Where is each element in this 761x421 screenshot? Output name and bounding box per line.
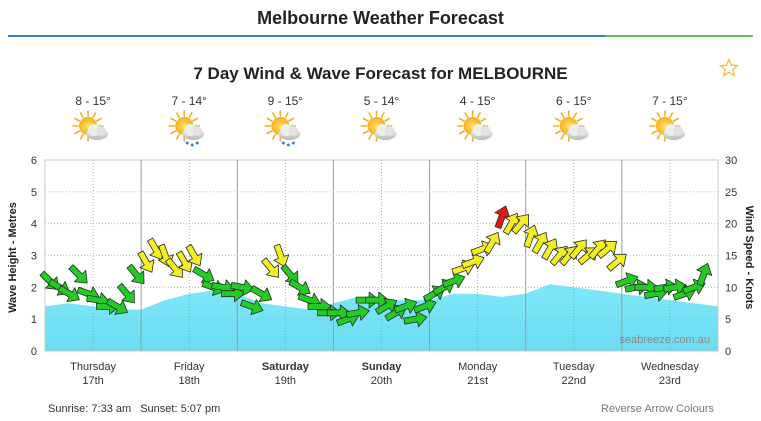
chart-watermark: seabreeze.com.au [620, 334, 711, 346]
wind-arrow [403, 310, 428, 328]
day-name-label: Tuesday [553, 361, 595, 373]
temperature-label: 7 - 14° [171, 94, 207, 108]
wind-arrow [185, 244, 203, 267]
wind-arrow [137, 250, 155, 273]
wind-arrow [531, 232, 549, 255]
cloudy-rain-icon [168, 110, 205, 147]
wind-arrow [662, 278, 687, 296]
y-tick-label: 6 [31, 155, 37, 167]
wind-arrow [511, 214, 530, 235]
y2-tick-label: 15 [725, 251, 737, 263]
wind-arrow [441, 272, 466, 289]
day-name-label: Thursday [70, 361, 116, 373]
day-date-label: 17th [82, 375, 103, 387]
temperature-label: 8 - 15° [75, 94, 111, 108]
wind-arrow [126, 263, 145, 285]
y-tick-label: 4 [31, 219, 37, 231]
y-tick-label: 5 [31, 187, 37, 199]
y-tick-label: 0 [31, 346, 37, 358]
wind-arrow [614, 272, 639, 289]
partly-cloudy-icon [360, 110, 397, 142]
day-name-label: Wednesday [641, 361, 699, 373]
wind-arrow [57, 285, 80, 303]
partly-cloudy-icon [649, 110, 685, 142]
temperature-label: 5 - 14° [364, 94, 400, 108]
wind-arrow [461, 253, 485, 270]
wind-arrow [345, 304, 370, 321]
day-date-label: 21st [467, 375, 488, 387]
sunset-time: Sunset: 5:07 pm [140, 403, 221, 415]
temperature-label: 4 - 15° [460, 94, 496, 108]
wind-arrow [273, 243, 290, 268]
partly-cloudy-icon [72, 110, 109, 142]
wind-arrow [596, 240, 617, 259]
y2-tick-label: 25 [725, 187, 737, 199]
favourite-star-icon[interactable] [719, 58, 739, 78]
wind-arrow [230, 279, 255, 296]
partly-cloudy-icon [552, 110, 589, 142]
y-tick-label: 2 [31, 282, 37, 294]
temperature-label: 6 - 15° [556, 94, 592, 108]
chart-title: 7 Day Wind & Wave Forecast for MELBOURNE [193, 64, 568, 83]
day-name-label: Friday [174, 361, 205, 373]
reverse-arrow-colours-link[interactable]: Reverse Arrow Colours [600, 403, 714, 415]
title-divider-green [605, 35, 753, 37]
y2-tick-label: 10 [725, 282, 737, 294]
day-name-label: Monday [458, 361, 498, 373]
day-name-label: Saturday [262, 361, 310, 373]
wind-arrow [502, 212, 520, 236]
wind-arrow [606, 253, 627, 272]
wave-height-area [45, 284, 718, 351]
wind-arrow [588, 239, 606, 260]
temperature-label: 7 - 15° [652, 94, 688, 108]
wind-arrow [105, 297, 128, 315]
wind-arrow [239, 299, 264, 316]
wind-arrow [523, 224, 540, 249]
day-date-label: 18th [179, 375, 200, 387]
y2-tick-label: 0 [725, 346, 731, 358]
day-date-label: 22nd [562, 375, 586, 387]
wind-arrow [696, 262, 713, 287]
y2-axis-title: Wind Speed - Knots [743, 206, 755, 310]
wind-arrow [249, 285, 273, 303]
y-tick-label: 3 [31, 251, 37, 263]
cloudy-rain-icon [264, 110, 301, 147]
wind-arrow [413, 297, 437, 314]
sun-times: Sunrise: 7:33 am Sunset: 5:07 pm [48, 403, 226, 415]
y2-tick-label: 30 [725, 155, 737, 167]
title-divider-blue [8, 35, 605, 37]
y2-tick-label: 5 [725, 314, 731, 326]
y2-tick-label: 20 [725, 219, 737, 231]
day-date-label: 19th [275, 375, 296, 387]
wind-arrow [116, 282, 135, 304]
day-date-label: 23rd [659, 375, 681, 387]
wind-arrow [261, 257, 280, 278]
y-axis-title: Wave Height - Metres [7, 202, 19, 313]
wind-arrow [494, 205, 511, 230]
page-title: Melbourne Weather Forecast [257, 8, 504, 28]
wind-arrow [192, 266, 215, 283]
wind-arrow [483, 232, 501, 255]
temperature-label: 9 - 15° [268, 94, 304, 108]
wind-arrow [541, 238, 559, 261]
day-name-label: Sunday [362, 361, 403, 373]
wind-arrow [568, 239, 587, 260]
wind-arrow [68, 264, 88, 284]
day-date-label: 20th [371, 375, 392, 387]
partly-cloudy-icon [456, 110, 493, 142]
y-tick-label: 1 [31, 314, 37, 326]
wind-arrow [288, 278, 311, 296]
sunrise-time: Sunrise: 7:33 am [48, 403, 132, 415]
